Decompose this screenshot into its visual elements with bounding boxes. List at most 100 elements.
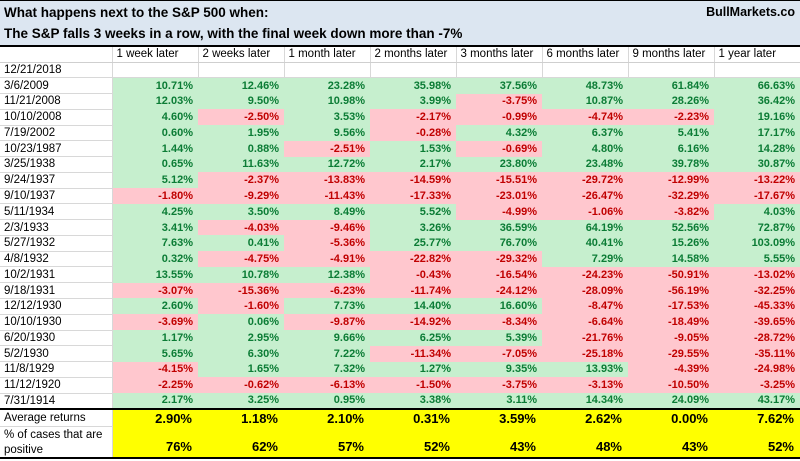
empty-cell [456, 62, 543, 79]
return-cell: -1.50% [370, 377, 456, 394]
return-cell: 64.19% [542, 219, 628, 236]
return-cell: -35.11% [714, 345, 800, 362]
return-cell: -9.87% [284, 314, 370, 331]
return-cell: -2.37% [198, 172, 284, 189]
return-cell: -9.05% [628, 330, 714, 346]
column-header: 1 month later [284, 47, 371, 63]
return-cell: -5.36% [284, 235, 370, 252]
return-cell: 48.73% [542, 77, 628, 94]
return-cell: -15.51% [456, 172, 542, 189]
return-cell: 1.44% [112, 140, 198, 157]
empty-cell [284, 62, 371, 79]
row-date: 4/8/1932 [0, 251, 113, 268]
return-cell: 43.17% [714, 393, 800, 409]
return-cell: 40.41% [542, 235, 628, 252]
percent-positive-cell: 52% [714, 426, 800, 460]
return-cell: -13.83% [284, 172, 370, 189]
return-cell: 5.65% [112, 345, 198, 362]
table-row: 7/31/1914 2.17% 3.25% 0.95% 3.38% 3.11% 14.34%… [0, 393, 800, 410]
return-cell: 66.63% [714, 77, 800, 94]
table-row: 7/19/2002 0.60% 1.95% 9.56% -0.28% 4.32% 6.37%… [0, 125, 800, 142]
brand-text: BullMarkets.co [706, 5, 795, 19]
return-cell: 6.16% [628, 140, 714, 157]
return-cell: 36.42% [714, 93, 800, 110]
table-row: 3/6/2009 10.71% 12.46% 23.28% 35.98% 37.56% 48… [0, 77, 800, 95]
return-cell: 52.56% [628, 219, 714, 236]
return-cell: -0.43% [370, 266, 456, 283]
return-cell: 14.58% [628, 251, 714, 267]
average-return-cell: 2.90% [112, 407, 198, 427]
empty-cell [198, 62, 285, 79]
return-cell: -8.34% [456, 314, 542, 331]
return-cell: 5.55% [714, 251, 800, 267]
return-cell: -13.22% [714, 172, 800, 189]
empty-cell [370, 62, 457, 79]
return-cell: 6.37% [542, 125, 628, 141]
return-cell: -0.99% [456, 109, 542, 126]
return-cell: 9.66% [284, 330, 370, 346]
return-cell: 23.48% [542, 156, 628, 173]
return-cell: 7.73% [284, 298, 370, 315]
row-date: 5/11/1934 [0, 203, 113, 221]
return-cell: -24.98% [714, 361, 800, 378]
row-date: 10/23/1987 [0, 140, 113, 158]
return-cell: -6.13% [284, 377, 370, 394]
return-cell: -18.49% [628, 314, 714, 331]
return-cell: -29.72% [542, 172, 628, 189]
return-cell: -32.25% [714, 282, 800, 299]
return-cell: 36.59% [456, 219, 542, 236]
table-row: 11/12/1920 -2.25% -0.62% -6.13% -1.50% -3.75%… [0, 377, 800, 394]
table-row: 10/10/1930 -3.69% 0.06% -9.87% -14.92% -8.34%… [0, 314, 800, 331]
return-cell: -17.67% [714, 188, 800, 204]
row-date: 10/10/1930 [0, 314, 113, 331]
row-date: 3/6/2009 [0, 77, 113, 95]
return-cell: 7.63% [112, 235, 198, 252]
table-row: 9/18/1931 -3.07% -15.36% -6.23% -11.74% -24.1… [0, 282, 800, 299]
table-row: 10/2/1931 13.55% 10.78% 12.38% -0.43% -16.54%… [0, 266, 800, 284]
return-cell: 14.40% [370, 298, 456, 315]
return-cell: -9.29% [198, 188, 284, 204]
return-cell: 3.99% [370, 93, 456, 110]
column-header: 2 months later [370, 47, 457, 63]
return-cell: 1.65% [198, 361, 284, 378]
empty-cell [628, 62, 715, 79]
return-cell: 0.60% [112, 125, 198, 141]
return-cell: 9.35% [456, 361, 542, 378]
column-header: 1 week later [112, 47, 199, 63]
return-cell: -22.82% [370, 251, 456, 267]
percent-positive-cell: 57% [284, 426, 370, 460]
table-row: 2/3/1933 3.41% -4.03% -9.46% 3.26% 36.59% 64.1… [0, 219, 800, 236]
return-cell: 103.09% [714, 235, 800, 252]
return-cell: 7.32% [284, 361, 370, 378]
return-cell: -3.75% [456, 93, 542, 110]
column-header: 2 weeks later [198, 47, 285, 63]
empty-cell [714, 62, 800, 79]
return-cell: 76.70% [456, 235, 542, 252]
table-row: 10/23/1987 1.44% 0.88% -2.51% 1.53% -0.69% 4.8… [0, 140, 800, 158]
return-cell: -1.60% [198, 298, 284, 315]
return-cell: 5.41% [628, 125, 714, 141]
return-cell: -6.64% [542, 314, 628, 331]
return-cell: -28.72% [714, 330, 800, 346]
return-cell: -29.55% [628, 345, 714, 362]
return-cell: 5.39% [456, 330, 542, 346]
table-row: 3/25/1938 0.65% 11.63% 12.72% 2.17% 23.80% 23.… [0, 156, 800, 173]
return-cell: 3.38% [370, 393, 456, 409]
column-header: 6 months later [542, 47, 629, 63]
table-row: 4/8/1932 0.32% -4.75% -4.91% -22.82% -29.32% 7… [0, 251, 800, 268]
row-date: 12/12/1930 [0, 298, 113, 315]
return-cell: 9.56% [284, 125, 370, 141]
return-cell: 0.95% [284, 393, 370, 409]
return-cell: 12.38% [284, 266, 370, 283]
return-cell: 3.53% [284, 109, 370, 126]
row-date: 7/19/2002 [0, 125, 113, 142]
return-cell: 11.63% [198, 156, 284, 173]
return-cell: -3.25% [714, 377, 800, 394]
average-return-cell: 0.31% [370, 407, 456, 427]
return-cell: -2.25% [112, 377, 198, 394]
return-cell: 8.49% [284, 203, 370, 220]
title-banner: What happens next to the S&P 500 when: T… [0, 0, 800, 47]
return-cell: 5.12% [112, 172, 198, 189]
return-cell: 2.60% [112, 298, 198, 315]
return-cell: 6.30% [198, 345, 284, 362]
